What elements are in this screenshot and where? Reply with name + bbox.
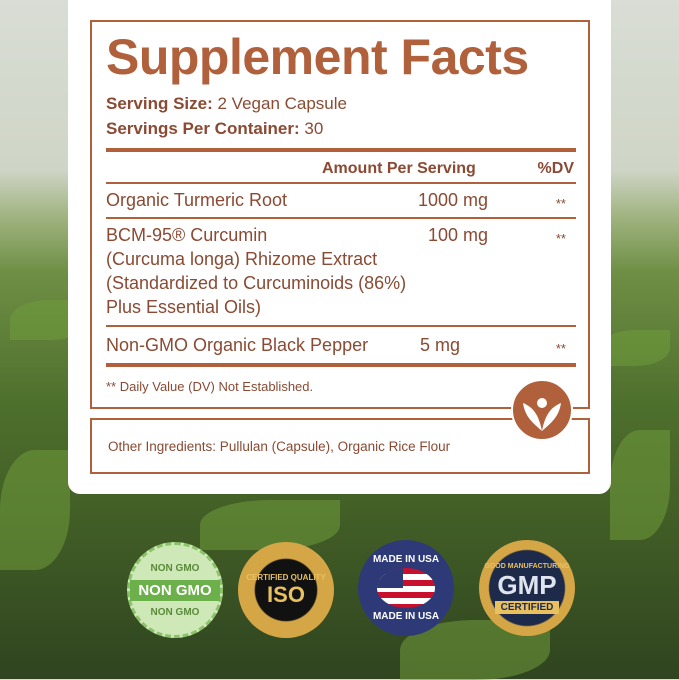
servings-value: 30: [304, 119, 324, 138]
badge-ring-text: GOOD MANUFACTURING: [484, 562, 570, 570]
badge-text: ISO: [267, 581, 305, 607]
badge-text: MADE IN USA: [372, 554, 440, 565]
badge-text: NON GMO: [130, 579, 220, 601]
divider: [106, 325, 576, 327]
ingredient-amount: 1000 mg: [417, 190, 488, 210]
badge-ring-text: NON GMO: [150, 606, 200, 618]
non-gmo-badge: NON GMO NON GMO NON GMO: [127, 542, 223, 638]
badge-ring-text: CERTIFIED QUALITY: [246, 572, 326, 582]
supplement-facts-card: Supplement Facts Serving Size: 2 Vegan C…: [68, 0, 611, 494]
ingredient-dv: **: [555, 341, 566, 356]
badge-subtext: CERTIFIED: [494, 600, 560, 614]
divider: [106, 148, 576, 152]
ingredient-name: BCM-95® Curcumin: [106, 225, 268, 245]
background-leaf: [200, 500, 340, 550]
made-in-usa-badge: MADE IN USA MADE IN USA: [358, 540, 454, 636]
servings-label: Servings Per Container:: [106, 119, 300, 138]
ingredient-amount: 100 mg: [427, 225, 488, 245]
divider: [106, 363, 576, 367]
panel-title: Supplement Facts: [106, 29, 529, 85]
background-leaf: [600, 330, 670, 366]
ingredient-name: Organic Turmeric Root: [106, 190, 288, 210]
background-leaf: [610, 430, 670, 540]
iso-badge: CERTIFIED QUALITY ISO: [238, 542, 334, 638]
gmp-badge: GOOD MANUFACTURING GMP CERTIFIED: [479, 540, 575, 636]
other-ingredients: Other Ingredients: Pullulan (Capsule), O…: [108, 439, 451, 454]
leaf-logo-icon: [511, 379, 573, 441]
serving-size-label: Serving Size:: [106, 94, 213, 113]
serving-size-value: 2 Vegan Capsule: [217, 94, 348, 113]
divider: [106, 182, 576, 184]
ingredient-detail: Plus Essential Oils): [106, 297, 262, 317]
facts-panel: Supplement Facts Serving Size: 2 Vegan C…: [90, 20, 590, 409]
ingredient-detail: (Standardized to Curcuminoids (86%): [106, 273, 407, 293]
header-dv: %DV: [537, 160, 574, 177]
ingredient-detail: (Curcuma longa) Rhizome Extract: [106, 249, 378, 269]
footnote: ** Daily Value (DV) Not Established.: [106, 379, 314, 394]
ingredient-amount: 5 mg: [419, 335, 460, 355]
background-leaf: [0, 450, 70, 570]
ingredient-name: Non-GMO Organic Black Pepper: [106, 335, 369, 355]
us-flag-icon: [377, 568, 435, 608]
badge-text: GMP: [497, 569, 557, 600]
badge-text: MADE IN USA: [372, 611, 440, 622]
ingredient-dv: **: [555, 231, 566, 246]
badge-ring-text: NON GMO: [150, 562, 200, 574]
header-amount: Amount Per Serving: [322, 160, 476, 177]
divider: [106, 217, 576, 219]
other-ingredients-box: Other Ingredients: Pullulan (Capsule), O…: [90, 418, 590, 474]
ingredient-dv: **: [555, 196, 566, 211]
